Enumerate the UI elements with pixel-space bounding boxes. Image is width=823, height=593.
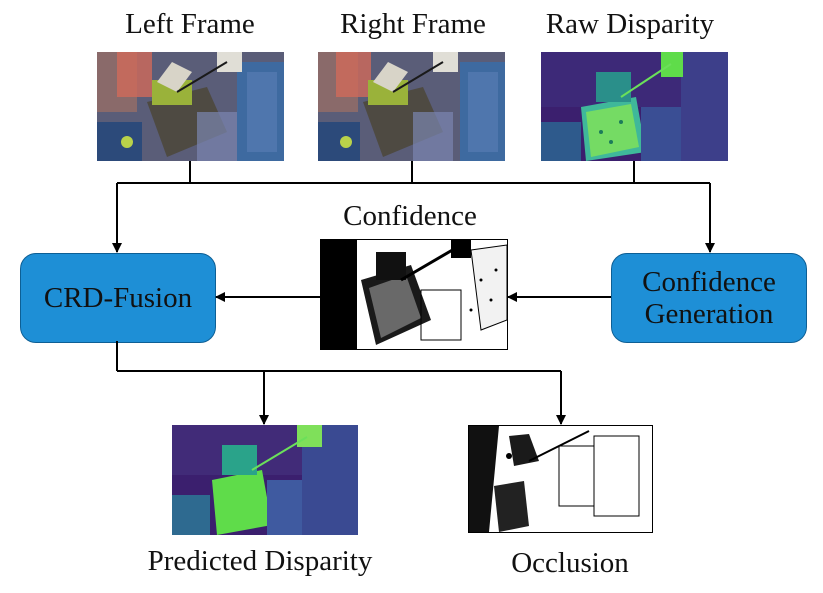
right-frame-image <box>318 52 505 161</box>
raw-disparity-label: Raw Disparity <box>545 8 715 40</box>
occlusion-label: Occlusion <box>511 547 629 579</box>
crd-fusion-module: CRD-Fusion <box>20 253 216 343</box>
left-frame-image <box>97 52 284 161</box>
confidence-generation-label-line2: Generation <box>644 298 774 330</box>
confidence-generation-module: Confidence Generation <box>611 253 807 343</box>
crd-fusion-label: CRD-Fusion <box>43 282 193 314</box>
predicted-disparity-image <box>172 425 358 535</box>
right-frame-label: Right Frame <box>340 8 486 40</box>
confidence-generation-label-line1: Confidence <box>642 266 776 298</box>
raw-disparity-image <box>541 52 728 161</box>
left-frame-label: Left Frame <box>125 8 255 40</box>
confidence-map-image <box>320 239 508 350</box>
occlusion-image <box>468 425 653 533</box>
predicted-disparity-label: Predicted Disparity <box>147 545 373 577</box>
confidence-label: Confidence <box>343 200 477 232</box>
